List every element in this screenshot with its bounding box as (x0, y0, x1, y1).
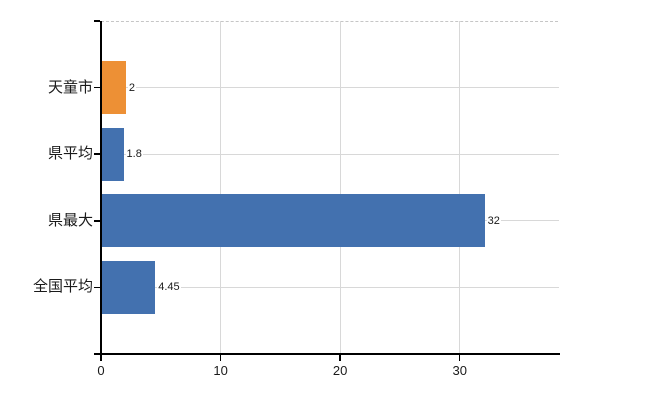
y-axis-tick (94, 153, 100, 155)
y-axis-tick (94, 353, 100, 355)
bar (102, 260, 156, 314)
bar-value-label: 4.45 (157, 280, 181, 295)
y-axis-line (100, 21, 102, 355)
x-tick-label: 20 (332, 363, 348, 378)
category-label: 天童市 (47, 78, 93, 96)
y-axis-tick (94, 86, 100, 89)
plot-top-border (101, 21, 558, 22)
y-axis-tick (94, 20, 100, 22)
gridline-horizontal (101, 153, 559, 155)
category-label: 県最大 (47, 211, 93, 229)
bar-value-label: 1.8 (125, 147, 143, 162)
x-tick-label: 10 (213, 363, 228, 378)
gridline-horizontal (101, 87, 559, 89)
x-axis-tick (339, 354, 341, 361)
bar-value-label: 32 (486, 213, 501, 228)
bar-value-label: 2 (127, 80, 137, 95)
x-axis-line (95, 353, 560, 355)
gridline-horizontal (101, 286, 559, 288)
x-tick-label: 30 (452, 363, 467, 378)
category-label: 全国平均 (32, 278, 93, 296)
bar (102, 61, 126, 115)
x-axis-tick (100, 354, 102, 361)
plot-area (101, 21, 559, 354)
x-axis-tick (458, 354, 461, 361)
gridline-vertical (220, 21, 222, 354)
category-label: 県平均 (47, 145, 93, 163)
y-axis-tick (94, 286, 100, 289)
x-axis-tick (219, 354, 222, 361)
y-axis-tick (94, 220, 100, 222)
bar (102, 194, 485, 248)
gridline-vertical (459, 21, 461, 354)
gridline-vertical (339, 21, 341, 354)
x-tick-label: 0 (97, 363, 105, 378)
bar (102, 127, 124, 181)
